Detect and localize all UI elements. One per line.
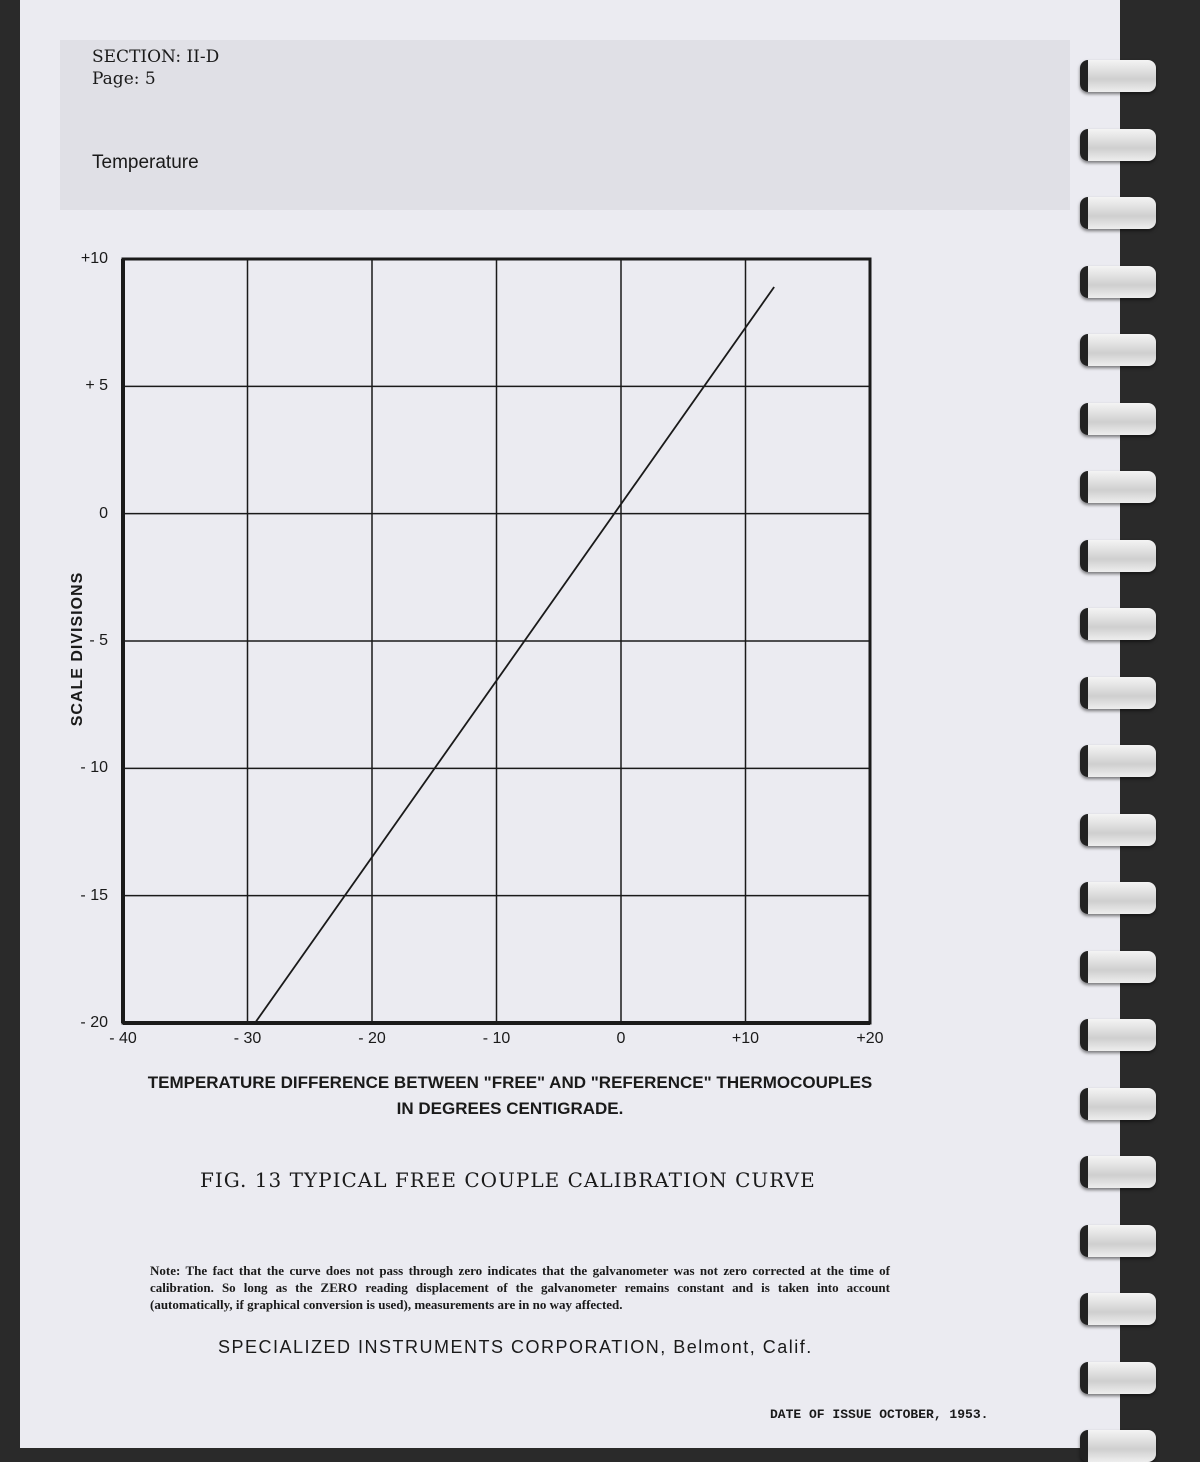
calibration-curve: [254, 286, 775, 1024]
x-axis-label: TEMPERATURE DIFFERENCE BETWEEN "FREE" AN…: [130, 1070, 890, 1122]
spiral-binding-ring: [1080, 1293, 1156, 1325]
page-number: Page: 5: [92, 69, 156, 89]
y-axis-label: SCALE DIVISIONS: [69, 571, 86, 727]
x-axis-label-line2: IN DEGREES CENTIGRADE.: [396, 1099, 624, 1118]
spiral-binding-ring: [1080, 265, 1156, 298]
x-tick-label: 0: [616, 1030, 626, 1047]
bleed-through-header: [60, 40, 1070, 210]
y-tick-label: - 10: [80, 759, 108, 777]
section-label: SECTION: II-D: [92, 47, 220, 67]
spiral-binding-ring: [1080, 745, 1156, 777]
spiral-binding-ring: [1080, 1224, 1156, 1257]
note-text: Note: The fact that the curve does not p…: [150, 1263, 890, 1312]
y-tick-label: - 5: [89, 632, 108, 649]
spiral-binding-ring: [1080, 128, 1156, 161]
spiral-binding-ring: [1080, 197, 1156, 229]
spiral-binding-ring: [1080, 950, 1156, 983]
spiral-binding-ring: [1080, 1156, 1156, 1188]
spiral-binding-ring: [1080, 676, 1156, 709]
spiral-binding-ring: [1080, 1087, 1156, 1120]
document-page: [20, 0, 1120, 1448]
x-tick-label: - 40: [109, 1030, 137, 1047]
x-tick-label: +10: [731, 1030, 760, 1047]
spiral-binding-ring: [1080, 402, 1156, 435]
spiral-binding-ring: [1080, 1430, 1156, 1462]
y-tick-label: 0: [99, 504, 108, 522]
y-tick-label: + 5: [85, 377, 108, 395]
x-tick-label: - 30: [233, 1030, 262, 1047]
spiral-binding-ring: [1080, 334, 1156, 366]
issue-date: DATE OF ISSUE OCTOBER, 1953.: [770, 1407, 989, 1422]
company-footer: SPECIALIZED INSTRUMENTS CORPORATION, Bel…: [218, 1337, 813, 1357]
spiral-binding-ring: [1080, 813, 1156, 846]
y-tick-label: - 20: [80, 1014, 108, 1031]
spiral-binding-ring: [1080, 1361, 1156, 1394]
x-tick-label: - 10: [482, 1030, 511, 1047]
page-topic: Temperature: [92, 152, 199, 173]
x-axis-label-line1: TEMPERATURE DIFFERENCE BETWEEN "FREE" AN…: [147, 1073, 873, 1092]
y-tick-label: +10: [80, 250, 108, 267]
spiral-binding-ring: [1080, 1019, 1156, 1051]
spiral-binding-ring: [1080, 471, 1156, 503]
x-tick-label: - 20: [358, 1030, 386, 1047]
x-tick-label: +20: [856, 1030, 884, 1047]
spiral-binding-ring: [1080, 539, 1156, 572]
spiral-binding-ring: [1080, 882, 1156, 914]
figure-caption: FIG. 13 TYPICAL FREE COUPLE CALIBRATION …: [200, 1168, 816, 1192]
spiral-binding-ring: [1080, 60, 1156, 92]
y-tick-label: - 15: [80, 886, 108, 904]
spiral-binding-ring: [1080, 608, 1156, 640]
